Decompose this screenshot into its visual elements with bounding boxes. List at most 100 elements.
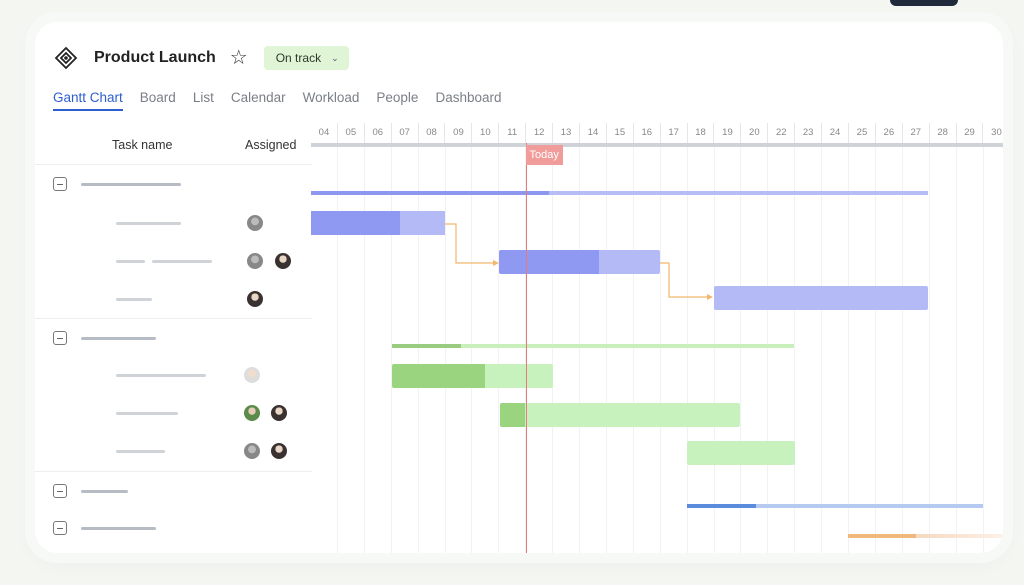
timeline-gridline: [848, 147, 849, 553]
tab-board[interactable]: Board: [139, 90, 176, 105]
tab-calendar[interactable]: Calendar: [230, 90, 286, 105]
task-row[interactable]: [35, 432, 312, 470]
task-bar[interactable]: [687, 441, 795, 465]
timeline-day-label: 26: [876, 123, 903, 143]
collapse-icon[interactable]: [53, 521, 67, 535]
task-row[interactable]: [35, 204, 312, 242]
group-summary-bar[interactable]: [311, 191, 549, 195]
timeline-gridline: [444, 147, 446, 553]
view-tabs: Gantt Chart Board List Calendar Workload…: [53, 90, 519, 111]
task-list-header: Task name Assigned: [35, 136, 312, 164]
timeline-day-label: 11: [499, 123, 527, 143]
task-bar[interactable]: [714, 286, 928, 310]
collapse-icon[interactable]: [53, 331, 67, 345]
timeline-day-label: 17: [661, 123, 688, 143]
timeline-day-label: 18: [688, 123, 715, 143]
timeline-gridline: [579, 147, 580, 553]
group-summary-bar[interactable]: [687, 504, 756, 508]
task-name-column-header: Task name: [112, 138, 173, 152]
timeline-gridline: [713, 147, 715, 553]
today-marker-line: [525, 143, 528, 553]
timeline-day-label: 16: [634, 123, 661, 143]
timeline-gridline: [363, 147, 365, 553]
tab-gantt-chart[interactable]: Gantt Chart: [53, 90, 123, 111]
timeline-gridline: [982, 147, 984, 553]
dependency-connectors: [445, 223, 713, 300]
tab-dashboard[interactable]: Dashboard: [435, 90, 502, 105]
avatar: [270, 442, 288, 460]
app-window: Product Launch ☆ On track ⌄ Gantt Chart …: [35, 22, 1003, 553]
timeline-gridline: [390, 147, 392, 553]
avatar: [243, 404, 261, 422]
timeline-gridline: [794, 147, 796, 553]
avatar: [243, 366, 261, 384]
timeline-gridline: [605, 147, 607, 553]
group-summary-bar-remaining: [756, 504, 983, 508]
avatar: [246, 252, 264, 270]
task-bar[interactable]: [499, 250, 599, 274]
star-icon[interactable]: ☆: [229, 47, 248, 69]
top-handle: [890, 0, 958, 6]
timeline-day-label: 24: [822, 123, 849, 143]
group-summary-bar[interactable]: [848, 534, 916, 538]
timeline-gridline: [336, 147, 338, 553]
task-group-row[interactable]: [35, 509, 312, 547]
gantt-timeline[interactable]: 30 29 28 27 26 25 24 23 22 20 19 18 17 16 15 14 13 12 11 10…: [311, 123, 1003, 553]
timeline-gridline: [740, 147, 742, 553]
timeline-day-label: 28: [930, 123, 957, 143]
task-group-row[interactable]: [35, 164, 312, 202]
group-summary-bar[interactable]: [392, 344, 461, 348]
timeline-gridline: [552, 147, 554, 553]
timeline-gridline: [767, 147, 769, 553]
collapse-icon[interactable]: [53, 177, 67, 191]
timeline-day-label: 08: [419, 123, 446, 143]
timeline-gridline: [686, 147, 688, 553]
task-name-placeholder: [81, 490, 128, 493]
task-name-placeholder: [116, 374, 206, 377]
tab-list[interactable]: List: [192, 90, 214, 105]
task-row[interactable]: [35, 394, 312, 432]
project-title: Product Launch: [94, 49, 216, 66]
timeline-gridline: [498, 147, 500, 553]
task-name-placeholder: [116, 298, 152, 301]
task-bar-remaining: [525, 403, 740, 427]
timeline-gridline: [659, 147, 661, 553]
avatar: [246, 214, 264, 232]
timeline-gridline: [471, 147, 473, 553]
task-row[interactable]: [35, 242, 312, 280]
task-group-row[interactable]: [35, 318, 312, 356]
task-name-placeholder: [81, 183, 181, 186]
group-summary-bar-remaining: [549, 191, 928, 195]
task-bar[interactable]: [500, 403, 525, 427]
timeline-day-label: 27: [903, 123, 930, 143]
task-row[interactable]: [35, 356, 312, 394]
timeline-day-label: 07: [392, 123, 419, 143]
task-bar-remaining: [485, 364, 553, 388]
task-name-placeholder: [116, 260, 145, 263]
status-dropdown[interactable]: On track ⌄: [263, 46, 349, 70]
task-name-placeholder: [152, 260, 212, 263]
chevron-down-icon: ⌄: [331, 52, 339, 63]
avatar: [270, 404, 288, 422]
tab-workload[interactable]: Workload: [302, 90, 360, 105]
task-bar[interactable]: [392, 364, 485, 388]
timeline-day-label: 25: [849, 123, 876, 143]
timeline-day-label: 14: [580, 123, 607, 143]
task-name-placeholder: [81, 337, 156, 340]
timeline-gridline: [901, 147, 903, 553]
task-group-row[interactable]: [35, 471, 312, 509]
timeline-day-label: 12: [526, 123, 554, 143]
timeline-gridline: [874, 147, 876, 553]
timeline-gridline: [955, 147, 957, 553]
project-header: Product Launch ☆ On track ⌄: [54, 44, 349, 72]
timeline-gridline: [928, 147, 930, 553]
timeline-day-label: 05: [338, 123, 365, 143]
timeline-gridline: [417, 147, 419, 553]
group-summary-bar-remaining: [461, 344, 794, 348]
task-row[interactable]: [35, 280, 312, 318]
avatar: [274, 252, 292, 270]
collapse-icon[interactable]: [53, 484, 67, 498]
timeline-day-label: 19: [715, 123, 742, 143]
tab-people[interactable]: People: [376, 90, 419, 105]
task-bar[interactable]: [311, 211, 400, 235]
